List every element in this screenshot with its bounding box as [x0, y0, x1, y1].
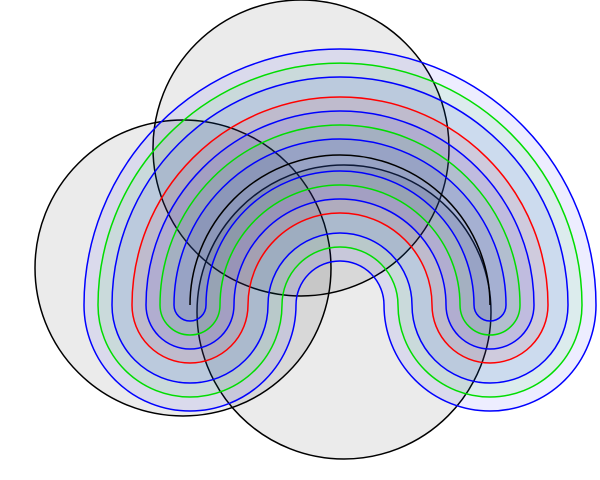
- offset-loop: [131, 96, 549, 364]
- offset-curves: [83, 48, 597, 412]
- spine-curve: [189, 154, 491, 306]
- offset-loop: [83, 48, 597, 412]
- offset-loop: [159, 124, 521, 336]
- circle: [196, 164, 492, 460]
- offset-loop: [111, 76, 569, 384]
- offset-loop: [173, 138, 507, 322]
